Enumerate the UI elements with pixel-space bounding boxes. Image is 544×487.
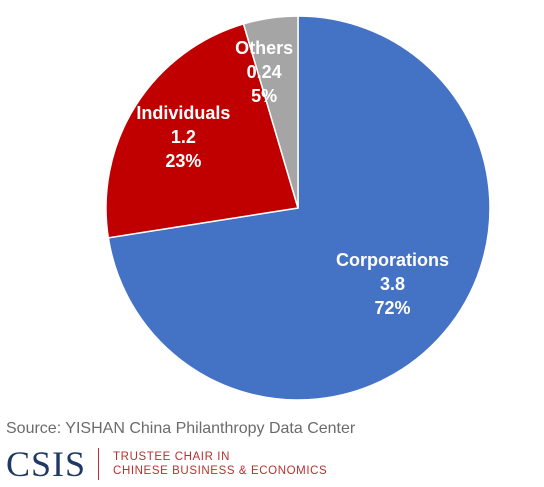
data-label-corporations: Corporations 3.8 72%: [336, 250, 449, 318]
footer-branding: CSIS TRUSTEE CHAIR IN CHINESE BUSINESS &…: [6, 446, 327, 482]
label-percent-others: 5%: [251, 86, 277, 106]
pie-chart: Corporations 3.8 72% Individuals 1.2 23% Other…: [105, 15, 491, 401]
label-value-others: 0.24: [247, 62, 282, 82]
pie-slice-corporations: [107, 15, 491, 401]
label-name-others: Others: [235, 38, 293, 58]
source-note: Source: YISHAN China Philanthropy Data C…: [6, 420, 356, 437]
chair-title-line-1: TRUSTEE CHAIR IN: [113, 451, 230, 463]
label-name-corporations: Corporations: [336, 250, 449, 270]
chair-title: TRUSTEE CHAIR IN CHINESE BUSINESS & ECON…: [113, 450, 327, 478]
csis-logo: CSIS: [6, 444, 87, 484]
pie-slices: [105, 15, 491, 401]
label-value-individuals: 1.2: [171, 127, 196, 147]
footer-divider: [98, 448, 100, 480]
label-value-corporations: 3.8: [380, 274, 405, 294]
label-percent-corporations: 72%: [374, 298, 410, 318]
pie-labels: Corporations 3.8 72% Individuals 1.2 23% Other…: [136, 38, 449, 318]
label-name-individuals: Individuals: [136, 103, 230, 123]
pie-slice-others: [242, 15, 299, 209]
label-percent-individuals: 23%: [165, 151, 201, 171]
data-label-individuals: Individuals 1.2 23%: [136, 103, 230, 171]
pie-slice-individuals: [105, 22, 299, 239]
chair-title-line-2: CHINESE BUSINESS & ECONOMICS: [113, 465, 328, 477]
data-label-others: Others 0.24 5%: [235, 38, 293, 106]
